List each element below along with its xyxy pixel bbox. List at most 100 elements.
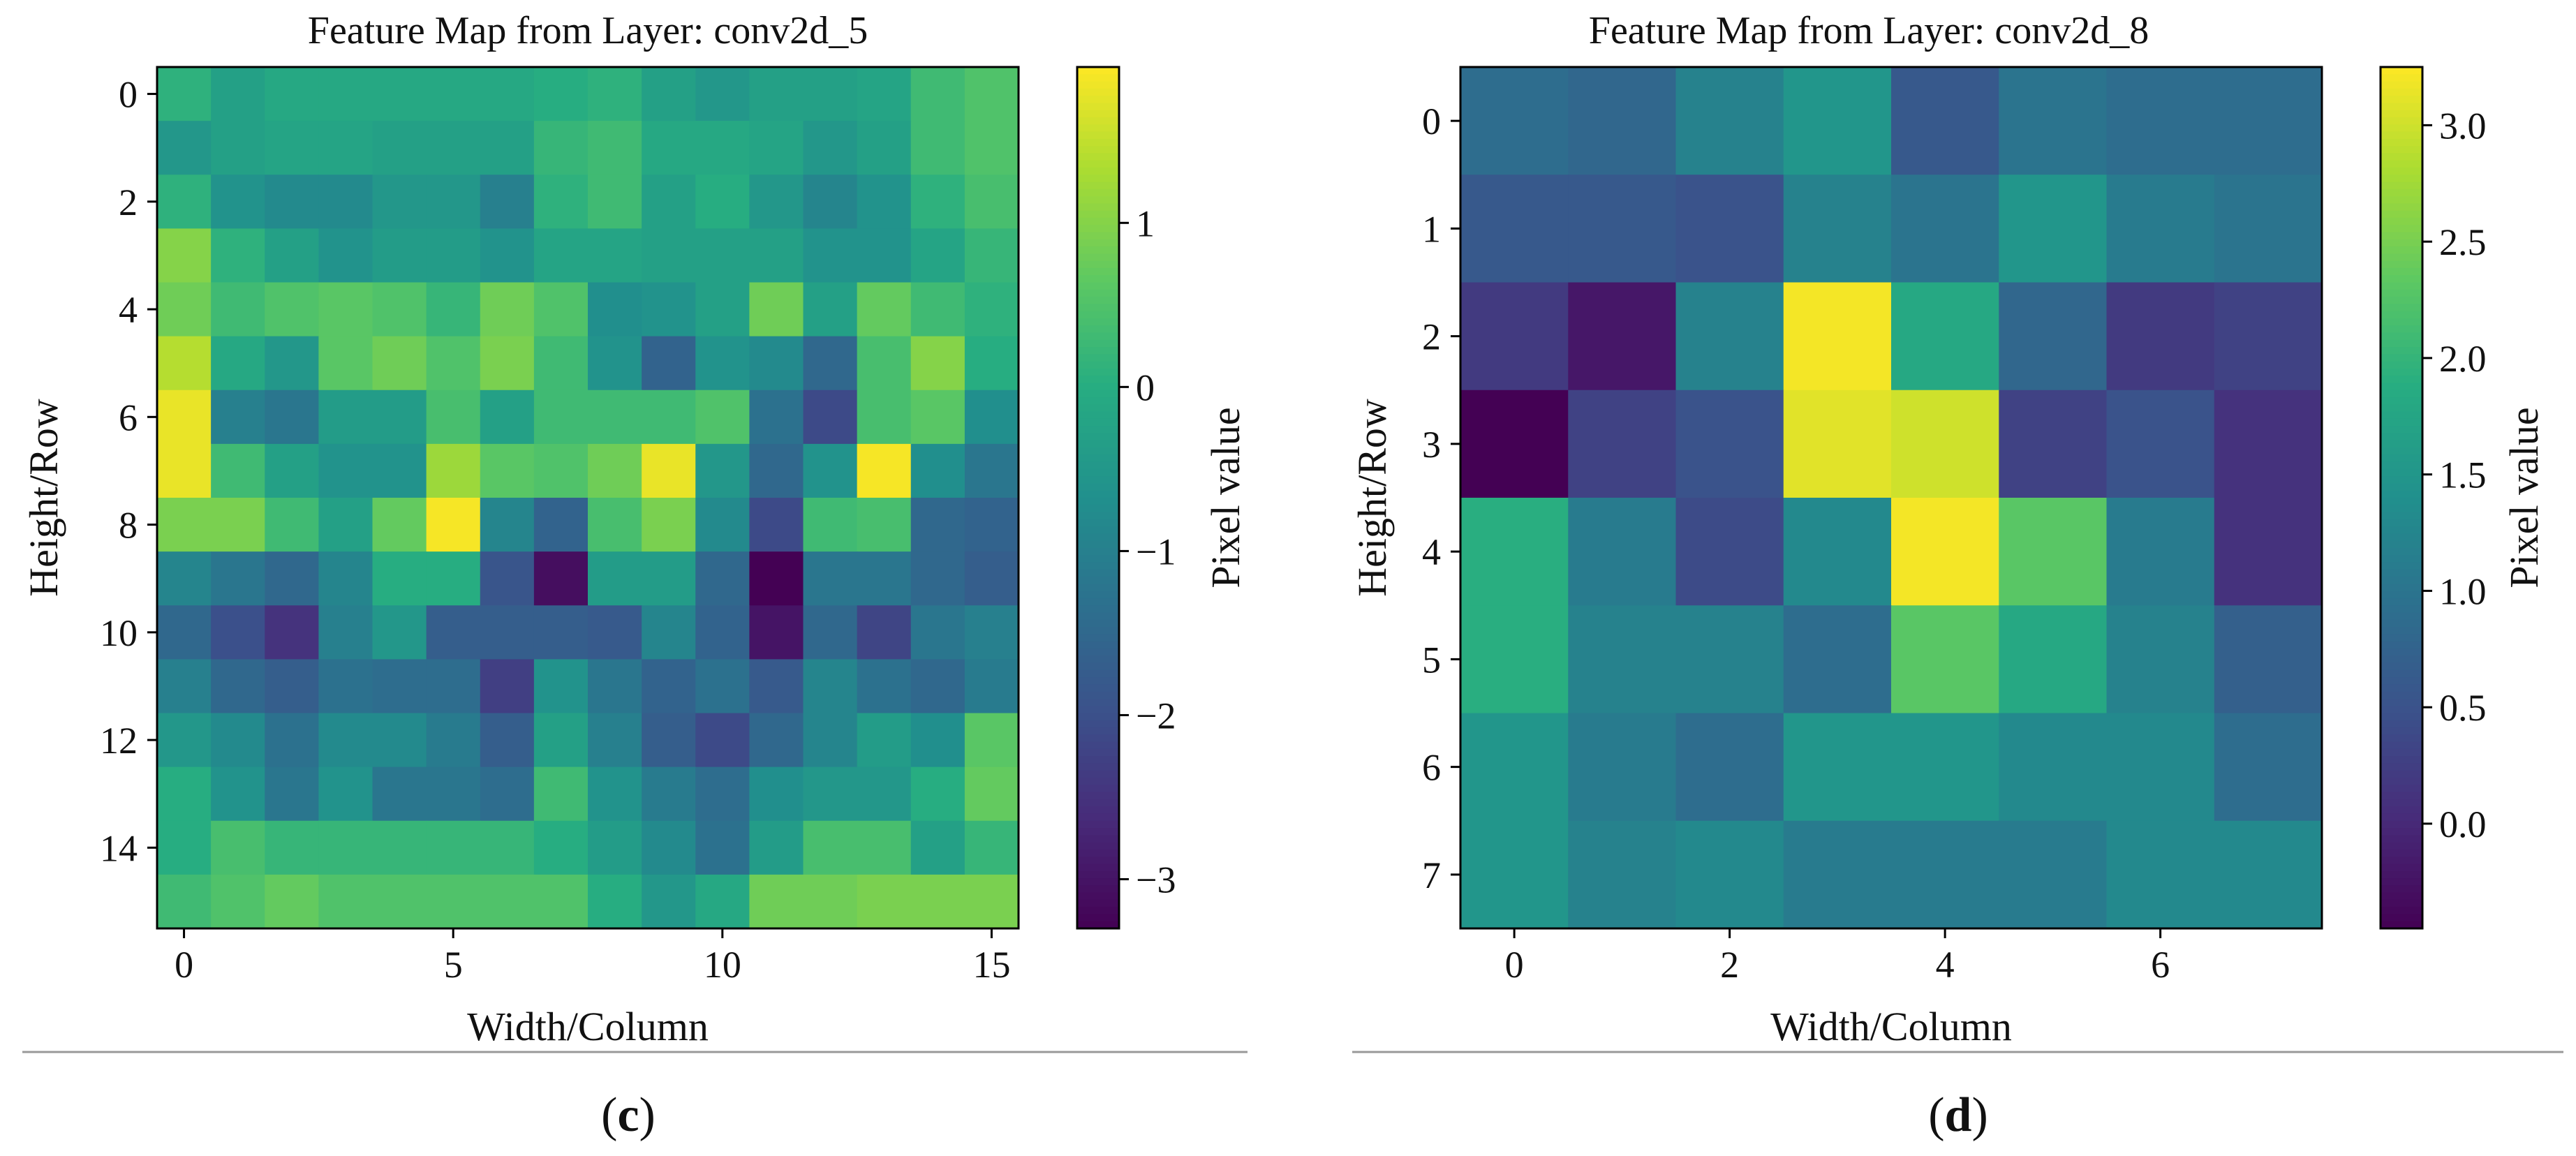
colorbar-segment — [1077, 734, 1119, 743]
colorbar-segment — [2381, 828, 2422, 836]
colorbar-tick-label: 1.0 — [2439, 570, 2487, 612]
heatmap-cell — [2106, 175, 2215, 283]
colorbar-segment — [2381, 110, 2422, 118]
heatmap-cell — [588, 175, 642, 230]
colorbar-segment — [1077, 325, 1119, 334]
plot-frame — [1459, 66, 2323, 930]
colorbar-segment — [2381, 253, 2422, 262]
colorbar-segment — [2381, 634, 2422, 642]
colorbar-segment — [1077, 634, 1119, 642]
colorbar-segment — [2381, 383, 2422, 391]
heatmap-cell — [533, 282, 589, 337]
colorbar-segment — [1077, 655, 1119, 664]
colorbar-segment — [2381, 785, 2422, 793]
colorbar-segment — [2381, 390, 2422, 398]
colorbar-segment — [2381, 124, 2422, 133]
heatmap-cell — [803, 605, 858, 660]
heatmap-cell — [749, 67, 804, 121]
heatmap-cell — [857, 228, 912, 283]
heatmap-cell — [749, 282, 804, 337]
heatmap-cell — [588, 713, 642, 768]
x-axis-label: Width/Column — [467, 1004, 709, 1049]
y-tick-label: 1 — [1422, 208, 1441, 250]
y-tick-label: 6 — [1422, 747, 1441, 789]
heatmap-cell — [211, 228, 266, 283]
heatmap-cell — [857, 766, 912, 822]
heatmap-cell — [910, 874, 965, 929]
colorbar-segment — [2381, 727, 2422, 736]
colorbar-segment — [2381, 547, 2422, 556]
heatmap-cell — [749, 713, 804, 768]
colorbar-segment — [2381, 225, 2422, 233]
x-tick-label: 10 — [704, 944, 741, 986]
heatmap-cell — [211, 443, 266, 498]
colorbar-label: Pixel value — [1203, 407, 1248, 588]
colorbar-segment — [2381, 792, 2422, 800]
colorbar-segment — [1077, 175, 1119, 183]
heatmap-cell — [588, 605, 642, 660]
heatmap-cell — [372, 67, 427, 121]
heatmap-cell — [857, 67, 912, 121]
heatmap-cell — [857, 605, 912, 660]
heatmap-cell — [318, 336, 373, 391]
heatmap-cell — [964, 820, 1019, 875]
heatmap-cell — [642, 551, 697, 607]
colorbar-segment — [2381, 397, 2422, 406]
heatmap-cell — [1460, 498, 1569, 607]
colorbar-segment — [2381, 598, 2422, 607]
heatmap-cell — [157, 443, 212, 498]
heatmap-cell — [1675, 820, 1784, 929]
colorbar-segment — [2381, 806, 2422, 815]
colorbar-segment — [1077, 318, 1119, 326]
heatmap-cell — [533, 67, 589, 121]
heatmap-cell — [265, 605, 320, 660]
y-tick-label: 14 — [100, 827, 138, 869]
heatmap-cell — [964, 67, 1019, 121]
heatmap-cell — [211, 659, 266, 714]
heatmap-cell — [480, 766, 535, 822]
colorbar-segment — [2381, 175, 2422, 183]
heatmap-cell — [157, 121, 212, 176]
colorbar-segment — [2381, 835, 2422, 843]
colorbar-segment — [2381, 88, 2422, 96]
heatmap-cell — [1891, 67, 2000, 176]
colorbar-segment — [1077, 778, 1119, 786]
colorbar-segment — [1077, 347, 1119, 355]
heatmap-cell — [265, 121, 320, 176]
heatmap-cell — [426, 228, 481, 283]
colorbar-segment — [2381, 304, 2422, 312]
heatmap-cell — [1783, 713, 1892, 822]
heatmap-cell — [749, 551, 804, 607]
colorbar-segment — [2381, 577, 2422, 585]
heatmap-cell — [857, 551, 912, 607]
heatmap-cell — [642, 390, 697, 445]
heatmap-cell — [1999, 390, 2108, 498]
y-tick-label: 5 — [1422, 639, 1441, 681]
colorbar-segment — [1077, 440, 1119, 448]
heatmap-cell — [1568, 175, 1677, 283]
colorbar-segment — [1077, 591, 1119, 599]
colorbar-segment — [2381, 778, 2422, 786]
heatmap-cell — [1460, 390, 1569, 498]
colorbar-segment — [2381, 756, 2422, 764]
x-tick-label: 6 — [2151, 944, 2170, 986]
heatmap-cell — [803, 498, 858, 552]
heatmap-cell — [265, 551, 320, 607]
heatmap-cell — [265, 874, 320, 929]
colorbar-segment — [2381, 325, 2422, 334]
heatmap-cell — [2214, 713, 2323, 822]
colorbar-segment — [2381, 67, 2422, 75]
colorbar-segment — [2381, 426, 2422, 434]
heatmap-cell — [588, 67, 642, 121]
y-axis-label: Height/Row — [1349, 399, 1395, 597]
colorbar-segment — [2381, 691, 2422, 699]
colorbar-segment — [1077, 627, 1119, 635]
heatmap-cell — [265, 713, 320, 768]
colorbar-segment — [2381, 246, 2422, 255]
colorbar-segment — [1077, 433, 1119, 441]
colorbar-segment — [1077, 138, 1119, 147]
heatmap-cell — [857, 713, 912, 768]
heatmap-cell — [426, 282, 481, 337]
colorbar-segment — [1077, 849, 1119, 857]
